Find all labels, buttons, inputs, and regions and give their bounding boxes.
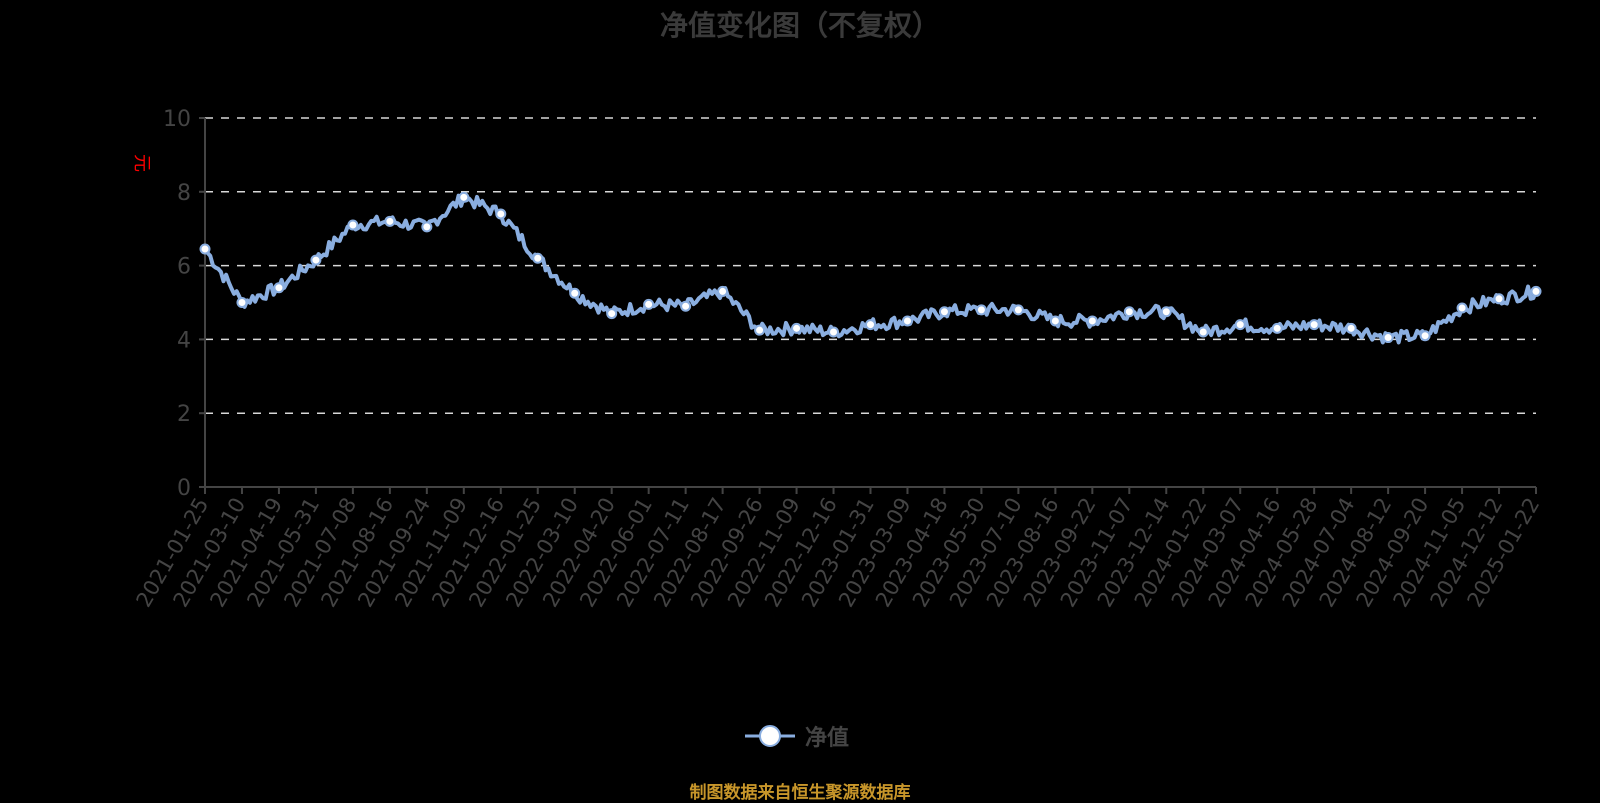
data-point-marker[interactable] bbox=[680, 300, 692, 312]
x-axis: 2021-01-252021-03-102021-04-192021-05-31… bbox=[132, 486, 1544, 611]
data-point-marker[interactable] bbox=[347, 219, 359, 231]
data-point-marker[interactable] bbox=[1123, 306, 1135, 318]
data-point-marker[interactable] bbox=[754, 324, 766, 336]
grid-lines bbox=[205, 117, 1536, 414]
series-nav-line bbox=[199, 191, 1542, 345]
data-source-footer: 制图数据来自恒生聚源数据库 bbox=[689, 783, 911, 803]
data-point-marker[interactable] bbox=[1345, 322, 1357, 334]
y-tick-label: 10 bbox=[163, 107, 191, 132]
data-point-marker[interactable] bbox=[273, 282, 285, 294]
data-point-marker[interactable] bbox=[569, 287, 581, 299]
data-point-marker[interactable] bbox=[1234, 319, 1246, 331]
data-point-marker[interactable] bbox=[1271, 322, 1283, 334]
data-point-marker[interactable] bbox=[1382, 332, 1394, 344]
line-chart: 0 2 4 6 8 10 2021-01-252021-03-102021-04-1920… bbox=[132, 107, 1545, 611]
data-point-marker[interactable] bbox=[865, 319, 876, 331]
data-point-marker[interactable] bbox=[975, 304, 987, 316]
data-point-marker[interactable] bbox=[1308, 319, 1320, 331]
data-point-marker[interactable] bbox=[1086, 315, 1098, 327]
y-axis: 0 2 4 6 8 10 bbox=[163, 107, 206, 501]
y-tick-label: 2 bbox=[177, 402, 191, 427]
data-point-marker[interactable] bbox=[717, 285, 729, 297]
data-point-marker[interactable] bbox=[310, 254, 322, 266]
legend[interactable]: 净值 bbox=[745, 720, 849, 752]
data-point-marker[interactable] bbox=[901, 315, 913, 327]
y-tick-label: 8 bbox=[177, 181, 191, 206]
data-point-marker[interactable] bbox=[1493, 293, 1505, 305]
data-point-marker[interactable] bbox=[421, 221, 433, 233]
data-point-marker[interactable] bbox=[199, 243, 211, 255]
data-point-marker[interactable] bbox=[495, 208, 507, 220]
data-point-marker[interactable] bbox=[828, 326, 840, 338]
y-tick-label: 4 bbox=[177, 328, 191, 353]
data-point-marker[interactable] bbox=[606, 308, 618, 320]
data-point-marker[interactable] bbox=[1197, 326, 1209, 338]
legend-label-nav: 净值 bbox=[805, 726, 850, 751]
legend-line-marker-icon bbox=[745, 725, 795, 747]
y-tick-label: 6 bbox=[177, 255, 191, 280]
data-point-marker[interactable] bbox=[1160, 306, 1172, 318]
chart-title: 净值变化图（不复权） bbox=[659, 9, 940, 42]
y-tick-label: 0 bbox=[177, 476, 191, 501]
data-point-marker[interactable] bbox=[1456, 302, 1468, 314]
data-point-marker[interactable] bbox=[236, 297, 248, 308]
data-point-marker[interactable] bbox=[643, 298, 655, 310]
data-point-marker[interactable] bbox=[1419, 330, 1431, 342]
data-point-marker[interactable] bbox=[1049, 315, 1061, 327]
data-point-marker[interactable] bbox=[1530, 285, 1542, 297]
data-point-marker[interactable] bbox=[384, 215, 396, 227]
data-point-marker[interactable] bbox=[938, 306, 950, 318]
data-point-marker[interactable] bbox=[532, 252, 544, 264]
data-point-marker[interactable] bbox=[791, 322, 803, 334]
data-point-marker[interactable] bbox=[458, 191, 470, 203]
data-point-marker[interactable] bbox=[1012, 304, 1024, 316]
